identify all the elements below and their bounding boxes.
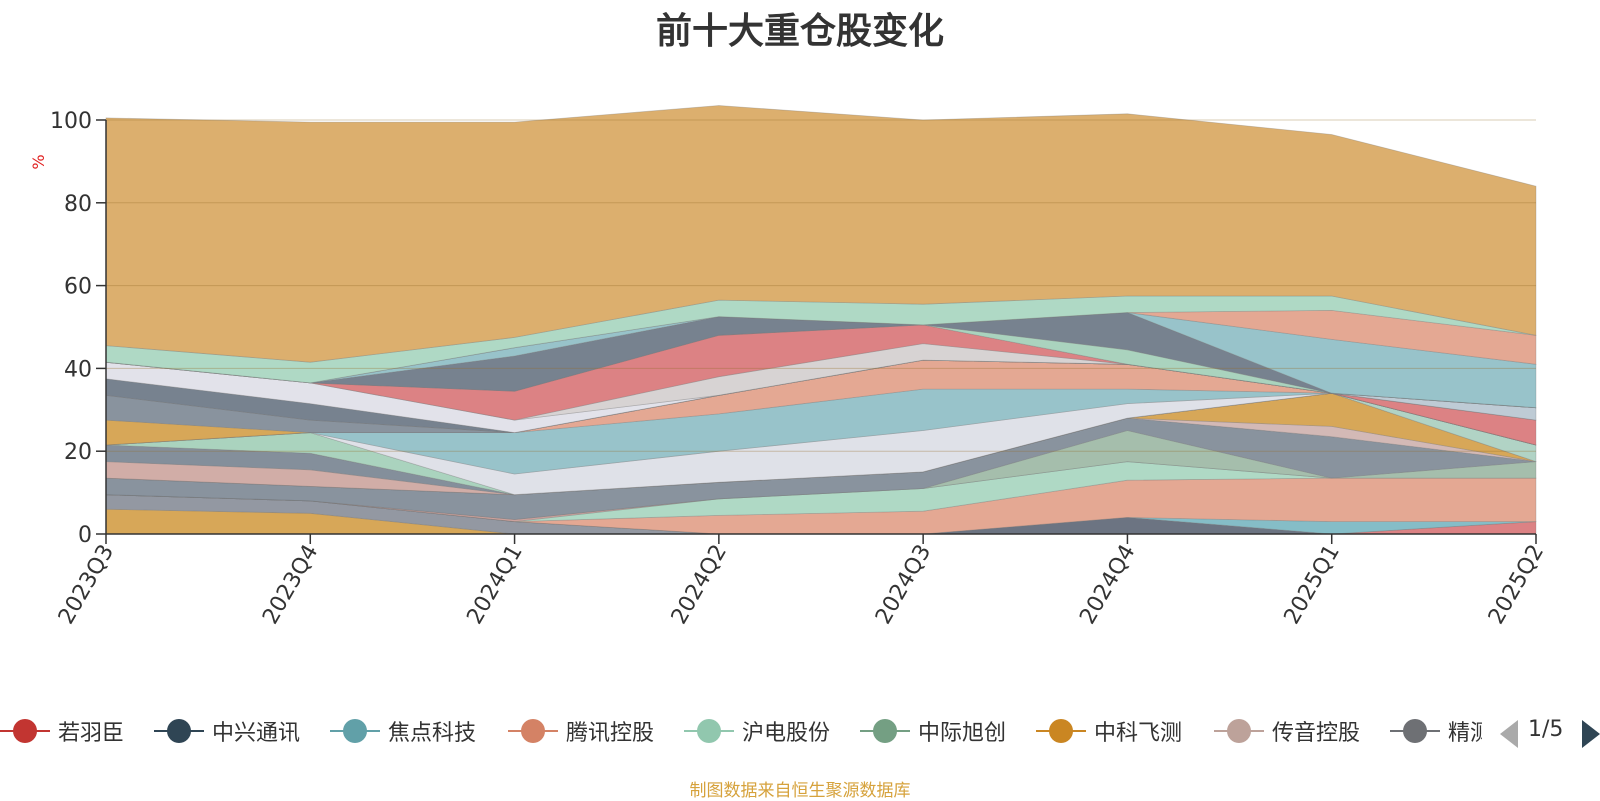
legend-item[interactable]: 传音控股	[1214, 711, 1360, 751]
legend-marker-icon	[154, 711, 204, 751]
x-tick-label: 2024Q3	[871, 541, 936, 629]
legend: 若羽臣 中兴通讯 焦点科技 腾讯控股 沪电股份 中际旭创 中科飞测 传音控股 精测电子 1/5	[0, 711, 1600, 751]
legend-prev-page-button[interactable]	[1500, 720, 1518, 748]
legend-label: 腾讯控股	[566, 721, 655, 746]
legend-marker-icon	[508, 711, 558, 751]
legend-item[interactable]: 焦点科技	[330, 711, 476, 751]
legend-label: 传音控股	[1272, 721, 1361, 746]
legend-label: 沪电股份	[742, 721, 831, 746]
area-series-group	[105, 105, 1537, 535]
legend-marker-icon	[1390, 711, 1440, 751]
x-tick-label: 2023Q3	[54, 541, 119, 629]
legend-item[interactable]: 沪电股份	[684, 711, 830, 751]
data-source-note: 制图数据来自恒生聚源数据库	[689, 781, 911, 801]
y-axis-unit-label: %	[29, 154, 48, 169]
legend-marker-icon	[860, 711, 910, 751]
x-tick-label: 2024Q1	[462, 541, 527, 629]
grid-lines	[106, 119, 1536, 452]
chart-title: 前十大重仓股变化	[655, 11, 944, 52]
x-tick-label: 2023Q4	[258, 541, 323, 629]
legend-page-indicator: 1/5	[1528, 717, 1564, 742]
legend-item[interactable]: 中科飞测	[1036, 711, 1182, 751]
y-tick-label: 20	[64, 440, 92, 465]
y-tick-label: 40	[64, 357, 92, 382]
legend-marker-icon	[684, 711, 734, 751]
area-series-20	[105, 359, 1537, 446]
y-tick-label: 100	[50, 109, 92, 134]
legend-next-page-button[interactable]	[1582, 720, 1600, 748]
x-tick-label: 2025Q1	[1280, 541, 1345, 629]
legend-label: 中兴通讯	[212, 721, 301, 746]
legend-label: 精测电子	[1448, 721, 1482, 746]
legend-item[interactable]: 精测电子	[1390, 711, 1482, 751]
legend-item[interactable]: 腾讯控股	[508, 711, 654, 751]
legend-label: 若羽臣	[58, 721, 125, 746]
y-tick-label: 60	[64, 275, 92, 300]
y-tick-label: 0	[78, 523, 92, 548]
stacked-area-chart: 0 20 40 60 80 100% 2023Q3 2023Q4 2024Q1 2024Q2 202…	[29, 105, 1549, 629]
legend-label: 焦点科技	[388, 721, 477, 746]
area-series-23	[105, 359, 1537, 434]
legend-item[interactable]: 中兴通讯	[154, 711, 300, 751]
legend-item[interactable]: 中际旭创	[860, 711, 1006, 751]
legend-marker-icon	[0, 711, 50, 751]
x-tick-label: 2025Q2	[1484, 541, 1549, 629]
x-tick-label: 2024Q4	[1075, 541, 1140, 629]
legend-marker-icon	[1214, 711, 1264, 751]
legend-marker-icon	[330, 711, 380, 751]
area-series-7	[105, 461, 1536, 523]
area-series-33	[105, 105, 1537, 363]
legend-items: 若羽臣 中兴通讯 焦点科技 腾讯控股 沪电股份 中际旭创 中科飞测 传音控股 精测电子	[0, 711, 1482, 751]
legend-label: 中际旭创	[918, 721, 1007, 746]
legend-item[interactable]: 若羽臣	[0, 711, 124, 751]
x-tick-label: 2024Q2	[667, 541, 732, 629]
legend-marker-icon	[1036, 711, 1086, 751]
legend-label: 中科飞测	[1094, 721, 1183, 746]
y-tick-label: 80	[64, 192, 92, 217]
